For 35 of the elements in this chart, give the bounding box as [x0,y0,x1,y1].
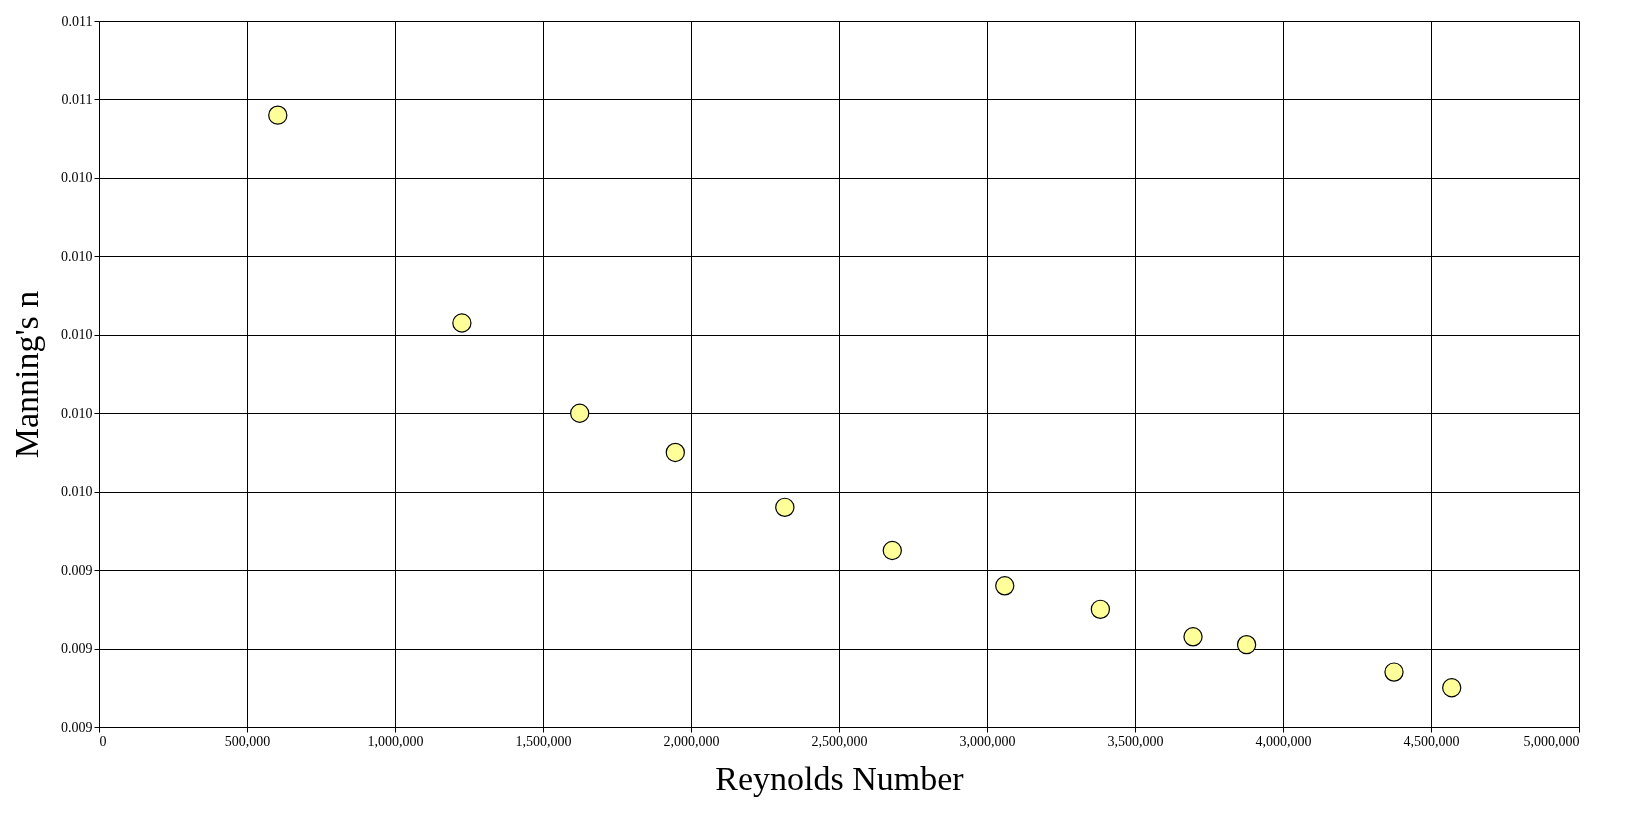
point [1384,662,1404,682]
x-tick-label: 0 [99,733,107,749]
point [995,576,1015,596]
point [268,105,288,125]
x-tick-label: 500,000 [224,733,271,749]
y-tick-label: 0.010 [61,484,93,500]
y-tick-label: 0.011 [61,13,93,29]
point [665,442,685,463]
point [1183,627,1203,647]
x-tick-label: 2,000,000 [663,733,720,749]
y-axis-title: Manning's n [8,290,45,459]
y-tick-label: 0.009 [61,641,93,657]
x-tick-label: 2,500,000 [811,733,868,749]
y-tick-label: 0.011 [61,91,93,107]
point [452,313,472,333]
point [570,403,590,423]
x-tick-label: 3,500,000 [1107,733,1164,749]
x-axis-title: Reynolds Number [715,759,965,797]
point [1090,599,1111,619]
point [1236,634,1257,655]
y-tick-label: 0.010 [61,248,93,264]
y-tick-label: 0.010 [61,170,93,186]
y-tick-label: 0.010 [61,327,93,343]
y-tick-label: 0.010 [61,405,93,421]
x-tick-label: 4,500,000 [1403,733,1460,749]
point [775,497,795,518]
x-tick-label: 5,000,000 [1523,733,1580,749]
x-tick-label: 1,500,000 [515,733,572,749]
x-tick-label: 1,000,000 [367,733,424,749]
y-tick-label: 0.009 [61,719,93,735]
y-tick-label: 0.009 [61,562,93,578]
point [882,540,902,561]
x-tick-label: 4,000,000 [1255,733,1312,749]
point [1442,678,1462,698]
x-tick-label: 3,000,000 [959,733,1016,749]
